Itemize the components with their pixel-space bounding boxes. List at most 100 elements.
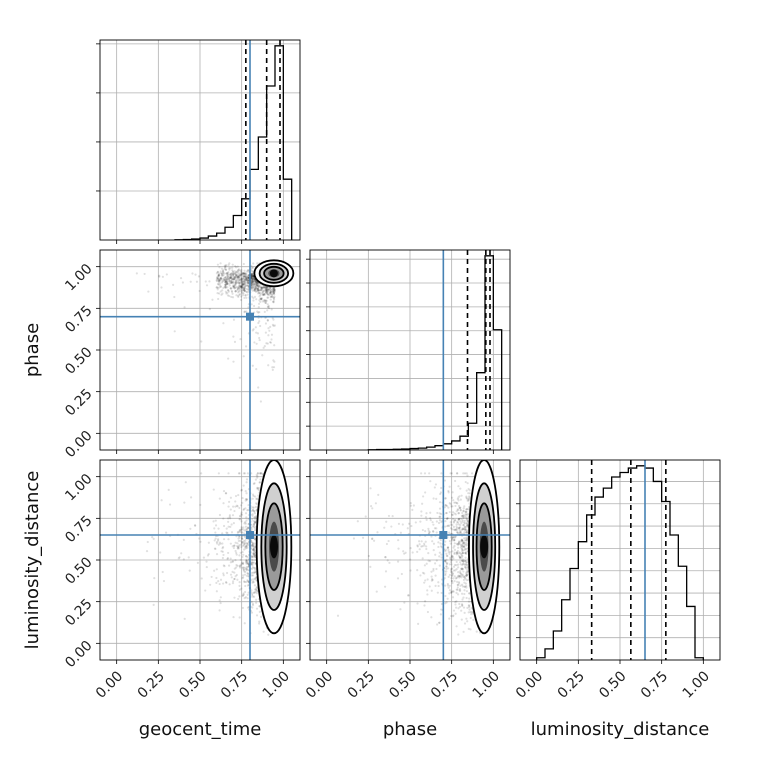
sample-point xyxy=(235,553,238,556)
sample-point xyxy=(256,476,259,479)
sample-point xyxy=(464,552,467,555)
sample-point xyxy=(273,360,276,363)
y-tick-label: 1.00 xyxy=(62,471,95,504)
sample-point xyxy=(463,589,466,592)
y-axis-label-phase: phase xyxy=(22,323,43,377)
sample-point xyxy=(263,286,267,289)
sample-point xyxy=(250,275,253,278)
sample-point xyxy=(245,270,248,273)
sample-point xyxy=(272,289,275,293)
sample-point xyxy=(183,501,186,504)
sample-point xyxy=(242,288,246,291)
sample-point xyxy=(219,596,222,599)
sample-point xyxy=(387,514,391,518)
sample-point xyxy=(253,285,257,288)
sample-point xyxy=(237,286,240,290)
sample-point xyxy=(265,299,268,302)
sample-point xyxy=(258,338,261,342)
sample-point xyxy=(241,561,244,564)
sample-point xyxy=(238,536,241,539)
sample-point xyxy=(409,569,412,572)
sample-point xyxy=(273,295,276,298)
sample-point xyxy=(234,284,237,287)
sample-point xyxy=(272,366,276,369)
sample-point xyxy=(424,516,428,519)
sample-point xyxy=(456,521,460,524)
sample-point xyxy=(255,592,258,595)
sample-point xyxy=(465,584,468,588)
sample-point xyxy=(223,272,226,275)
sample-point xyxy=(231,269,234,272)
sample-point xyxy=(231,570,234,573)
truth-marker xyxy=(246,531,254,539)
sample-point xyxy=(193,524,197,527)
sample-point xyxy=(464,526,467,529)
sample-point xyxy=(410,524,413,528)
sample-point xyxy=(440,591,443,595)
sample-point xyxy=(242,553,245,556)
sample-point xyxy=(240,545,243,549)
sample-point xyxy=(255,285,258,288)
sample-point xyxy=(267,334,270,337)
sample-point xyxy=(250,591,253,594)
sample-point xyxy=(251,543,254,547)
sample-point xyxy=(468,492,471,495)
sample-point xyxy=(461,542,465,545)
sample-point xyxy=(454,519,457,522)
sample-point xyxy=(246,526,250,530)
sample-point xyxy=(254,538,257,541)
sample-point xyxy=(458,571,462,575)
sample-point xyxy=(459,506,462,509)
sample-point xyxy=(263,299,266,302)
sample-point xyxy=(242,281,245,284)
sample-point xyxy=(254,280,258,283)
sample-point xyxy=(434,553,437,556)
sample-point xyxy=(434,562,437,565)
sample-point xyxy=(251,278,254,281)
sample-point xyxy=(254,570,257,574)
sample-point xyxy=(466,519,469,522)
sample-point xyxy=(466,499,469,502)
sample-point xyxy=(468,597,471,600)
sample-point xyxy=(214,524,218,527)
sample-point xyxy=(440,553,443,556)
sample-point xyxy=(465,596,468,600)
sample-point xyxy=(251,563,254,567)
sample-point xyxy=(239,563,242,567)
sample-point xyxy=(444,503,447,507)
sample-point xyxy=(465,561,468,564)
sample-point xyxy=(464,567,468,570)
sample-point xyxy=(245,545,248,548)
sample-point xyxy=(244,294,247,297)
sample-point xyxy=(231,274,234,277)
sample-point xyxy=(234,281,237,285)
sample-point xyxy=(254,532,257,535)
sample-point xyxy=(444,559,447,563)
sample-point xyxy=(222,489,226,493)
sample-point xyxy=(253,591,256,594)
sample-point xyxy=(230,290,234,293)
sample-point xyxy=(456,497,459,501)
sample-point xyxy=(462,560,465,563)
sample-point xyxy=(253,510,256,513)
sample-point xyxy=(257,282,260,285)
sample-point xyxy=(272,291,275,294)
x-axis-label-geocent_time: geocent_time xyxy=(139,719,262,740)
sample-point xyxy=(242,287,245,290)
sample-point xyxy=(465,510,468,513)
sample-point xyxy=(253,523,256,526)
sample-point xyxy=(234,276,237,279)
sample-point xyxy=(450,577,453,580)
sample-point xyxy=(434,574,437,577)
sample-point xyxy=(244,284,247,287)
sample-point xyxy=(218,280,221,283)
sample-point xyxy=(273,290,276,293)
sample-point xyxy=(242,272,245,275)
sample-point xyxy=(458,506,462,510)
x-tick-label: 0.25 xyxy=(135,668,168,701)
sample-point xyxy=(214,519,217,522)
sample-point xyxy=(218,277,221,280)
sample-point xyxy=(229,273,233,276)
sample-point xyxy=(463,585,467,588)
sample-point xyxy=(245,281,248,284)
